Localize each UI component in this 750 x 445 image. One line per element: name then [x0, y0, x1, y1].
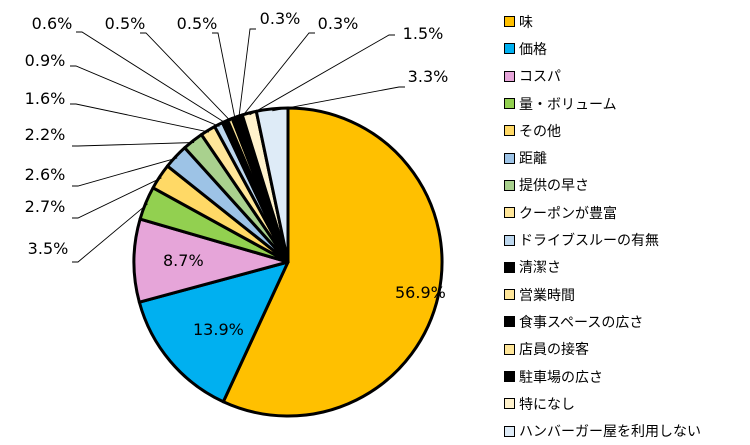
- legend-label-15: 特になし: [519, 396, 575, 413]
- legend-item-11: 営業時間: [504, 281, 748, 308]
- legend-label-10: 清潔さ: [519, 260, 561, 277]
- legend-swatch-1: [504, 16, 515, 28]
- legend-swatch-7: [504, 179, 515, 191]
- legend-swatch-16: [504, 425, 515, 437]
- data-label-14: 0.3%: [318, 14, 359, 33]
- legend-swatch-10: [504, 261, 515, 273]
- data-label-9: 0.9%: [25, 51, 66, 70]
- data-label-3: 8.7%: [163, 251, 204, 270]
- legend-item-13: 店員の接客: [504, 336, 748, 363]
- legend-swatch-8: [504, 207, 515, 219]
- legend-label-16: ハンバーガー屋を利用しない: [519, 424, 701, 441]
- legend-swatch-6: [504, 152, 515, 164]
- leader-line-9: [70, 65, 220, 127]
- data-label-13: 0.3%: [260, 9, 301, 28]
- legend-item-12: 食事スペースの広さ: [504, 308, 748, 335]
- chart-legend: 味価格コスパ量・ボリューム その他距離提供の早さクーポンが豊富ドライブスルーの有無…: [504, 8, 748, 445]
- legend-label-4: 量・ボリューム: [519, 96, 617, 113]
- legend-item-14: 駐車場の広さ: [504, 363, 748, 390]
- data-label-16: 3.3%: [408, 67, 449, 86]
- legend-item-7: 提供の早さ: [504, 172, 748, 199]
- data-label-7: 2.2%: [25, 125, 66, 144]
- legend-swatch-14: [504, 371, 515, 382]
- leader-line-16: [272, 86, 405, 112]
- pie-slice-2: [137, 260, 290, 404]
- data-label-4: 3.5%: [28, 239, 69, 258]
- legend-swatch-5: [504, 125, 515, 137]
- legend-item-4: 量・ボリューム: [504, 90, 748, 117]
- legend-label-2: 価格: [519, 41, 547, 58]
- legend-label-1: 味: [519, 14, 533, 31]
- legend-item-5: その他: [504, 117, 748, 144]
- pie-chart: 56.9% 13.9% 8.7% 3.5% 2.7% 2.6% 2.2% 1.6% 0.9% 0.…: [25, 9, 449, 418]
- data-label-8: 1.6%: [25, 89, 66, 108]
- legend-swatch-13: [504, 343, 515, 355]
- legend-item-1: 味: [504, 8, 748, 35]
- legend-swatch-2: [504, 43, 515, 55]
- leader-line-7: [72, 142, 195, 147]
- legend-label-13: 店員の接客: [519, 342, 589, 359]
- legend-label-3: コスパ: [519, 69, 561, 86]
- leader-line-4: [72, 203, 148, 263]
- data-label-5: 2.7%: [25, 197, 66, 216]
- leader-line-14: [241, 32, 315, 118]
- legend-label-5: その他: [519, 123, 561, 140]
- data-label-2: 13.9%: [193, 320, 244, 339]
- legend-item-10: 清潔さ: [504, 254, 748, 281]
- leader-line-10: [76, 31, 227, 124]
- leader-line-15: [249, 34, 395, 116]
- leader-line-6: [72, 157, 178, 187]
- leader-line-12: [212, 32, 236, 120]
- data-label-12: 0.5%: [177, 14, 218, 33]
- pie-slice-1: [221, 106, 444, 418]
- legend-item-6: 距離: [504, 144, 748, 171]
- data-label-11: 0.5%: [105, 14, 146, 33]
- pie-slices: [132, 106, 444, 418]
- data-labels: 56.9% 13.9% 8.7% 3.5% 2.7% 2.6% 2.2% 1.6% 0.9% 0.…: [25, 9, 449, 339]
- legend-swatch-3: [504, 70, 515, 82]
- legend-swatch-12: [504, 316, 515, 328]
- legend-label-11: 営業時間: [519, 287, 575, 304]
- legend-label-9: ドライブスルーの有無: [519, 233, 659, 250]
- legend-swatch-15: [504, 398, 515, 410]
- legend-label-8: クーポンが豊富: [519, 205, 617, 222]
- pie-slice-3: [132, 217, 290, 304]
- leader-line-11: [140, 32, 232, 122]
- legend-label-6: 距離: [519, 151, 547, 168]
- data-label-6: 2.6%: [25, 165, 66, 184]
- legend-item-3: コスパ: [504, 63, 748, 90]
- legend-swatch-11: [504, 289, 515, 301]
- legend-item-15: 特になし: [504, 390, 748, 417]
- legend-item-2: 価格: [504, 35, 748, 62]
- legend-swatch-4: [504, 98, 515, 110]
- leader-line-5: [72, 177, 162, 219]
- data-label-15: 1.5%: [403, 24, 444, 43]
- data-label-1: 56.9%: [395, 283, 446, 302]
- legend-label-14: 駐車場の広さ: [519, 369, 603, 386]
- legend-label-12: 食事スペースの広さ: [519, 314, 644, 331]
- legend-label-7: 提供の早さ: [519, 178, 589, 195]
- legend-item-8: クーポンが豊富: [504, 199, 748, 226]
- data-label-10: 0.6%: [32, 14, 73, 33]
- legend-item-9: ドライブスルーの有無: [504, 226, 748, 253]
- leader-line-8: [70, 103, 210, 133]
- legend-swatch-9: [504, 234, 515, 246]
- leader-line-13: [238, 28, 256, 119]
